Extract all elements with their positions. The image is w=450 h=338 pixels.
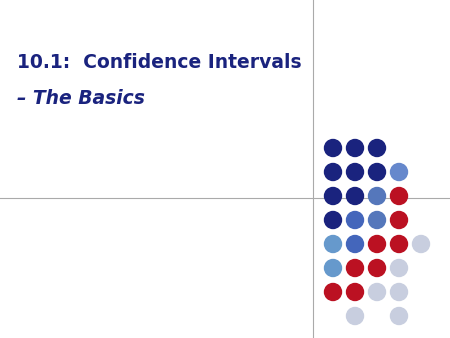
Circle shape: [346, 236, 364, 252]
Circle shape: [346, 188, 364, 204]
Circle shape: [324, 212, 342, 228]
Circle shape: [391, 212, 408, 228]
Circle shape: [369, 260, 386, 276]
Circle shape: [369, 140, 386, 156]
Circle shape: [346, 140, 364, 156]
Circle shape: [391, 164, 408, 180]
Circle shape: [369, 284, 386, 300]
Circle shape: [346, 284, 364, 300]
Circle shape: [369, 164, 386, 180]
Circle shape: [346, 260, 364, 276]
Circle shape: [391, 188, 408, 204]
Circle shape: [369, 212, 386, 228]
Circle shape: [391, 236, 408, 252]
Circle shape: [324, 188, 342, 204]
Text: 10.1:  Confidence Intervals: 10.1: Confidence Intervals: [17, 52, 302, 72]
Circle shape: [324, 140, 342, 156]
Circle shape: [346, 212, 364, 228]
Circle shape: [391, 260, 408, 276]
Circle shape: [391, 308, 408, 324]
Circle shape: [346, 308, 364, 324]
Circle shape: [324, 236, 342, 252]
Circle shape: [391, 284, 408, 300]
Circle shape: [324, 164, 342, 180]
Text: – The Basics: – The Basics: [17, 89, 145, 107]
Circle shape: [369, 236, 386, 252]
Circle shape: [324, 284, 342, 300]
Circle shape: [369, 188, 386, 204]
Circle shape: [413, 236, 429, 252]
Circle shape: [324, 260, 342, 276]
Circle shape: [346, 164, 364, 180]
